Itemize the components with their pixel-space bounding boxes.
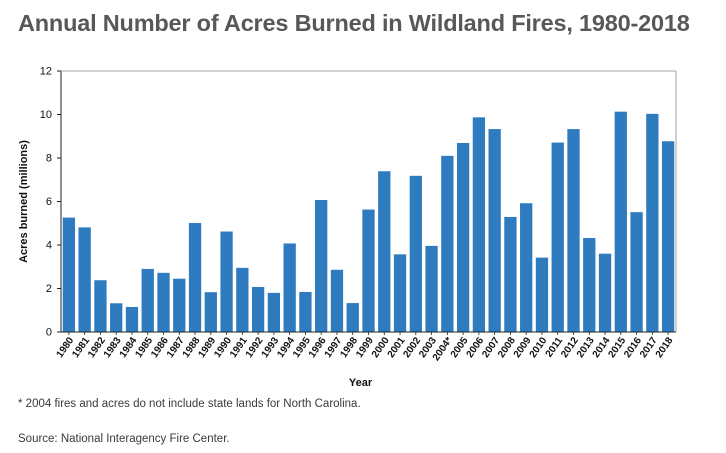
bar — [362, 209, 375, 332]
bar — [630, 212, 643, 332]
bar-chart: 0 2 4 6 8 10 12 198019811982198319841985198619… — [18, 66, 677, 389]
bar — [441, 155, 454, 332]
y-tick-label: 8 — [46, 153, 52, 165]
bar — [125, 306, 139, 332]
bar — [520, 203, 533, 332]
bar — [283, 243, 296, 332]
bar — [409, 175, 422, 332]
x-tick-label: 2018 — [654, 335, 676, 360]
y-tick-label: 6 — [46, 196, 52, 208]
bar — [614, 111, 627, 332]
bar — [661, 141, 675, 332]
bar — [425, 245, 438, 332]
bar — [346, 303, 359, 332]
bar — [78, 227, 91, 332]
bar — [567, 129, 580, 332]
bar — [62, 217, 76, 332]
bar — [378, 171, 391, 332]
bars-group — [62, 111, 675, 332]
bar — [299, 291, 312, 332]
bar — [504, 216, 517, 332]
y-axis-label: Acres burned (millions) — [18, 140, 30, 263]
y-tick-label: 2 — [46, 283, 52, 295]
bar — [330, 269, 344, 332]
bar — [488, 129, 501, 332]
bar — [535, 257, 549, 332]
y-tick-label: 12 — [40, 66, 52, 78]
bar — [94, 280, 107, 332]
bar — [456, 142, 470, 332]
bar — [598, 253, 612, 332]
bar — [551, 142, 564, 332]
x-axis-label: Year — [349, 377, 373, 389]
bar — [583, 238, 596, 332]
y-tick-label: 0 — [46, 327, 52, 339]
bar — [236, 267, 249, 332]
y-tick-label: 4 — [46, 240, 52, 252]
x-axis: 1980198119821983198419851986198719881989… — [55, 332, 676, 363]
bar — [141, 268, 154, 332]
bar — [157, 272, 170, 332]
chart-title: Annual Number of Acres Burned in Wildlan… — [18, 10, 690, 36]
y-axis: 0 2 4 6 8 10 12 — [40, 66, 61, 339]
bar — [188, 223, 202, 332]
bar — [173, 278, 186, 332]
bar — [646, 113, 659, 332]
bar — [472, 117, 486, 332]
footnote: * 2004 fires and acres do not include st… — [18, 398, 361, 410]
bar — [393, 254, 407, 332]
bar — [251, 286, 265, 332]
source-note: Source: National Interagency Fire Center… — [18, 433, 230, 445]
bar — [204, 292, 217, 332]
bar — [315, 199, 328, 332]
bar — [220, 231, 233, 332]
y-tick-label: 10 — [40, 109, 52, 121]
bar — [110, 303, 123, 332]
bar — [267, 292, 281, 332]
